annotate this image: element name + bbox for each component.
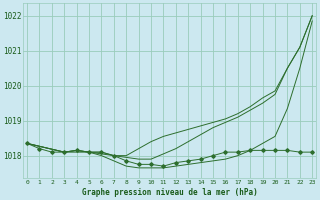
X-axis label: Graphe pression niveau de la mer (hPa): Graphe pression niveau de la mer (hPa) — [82, 188, 258, 197]
